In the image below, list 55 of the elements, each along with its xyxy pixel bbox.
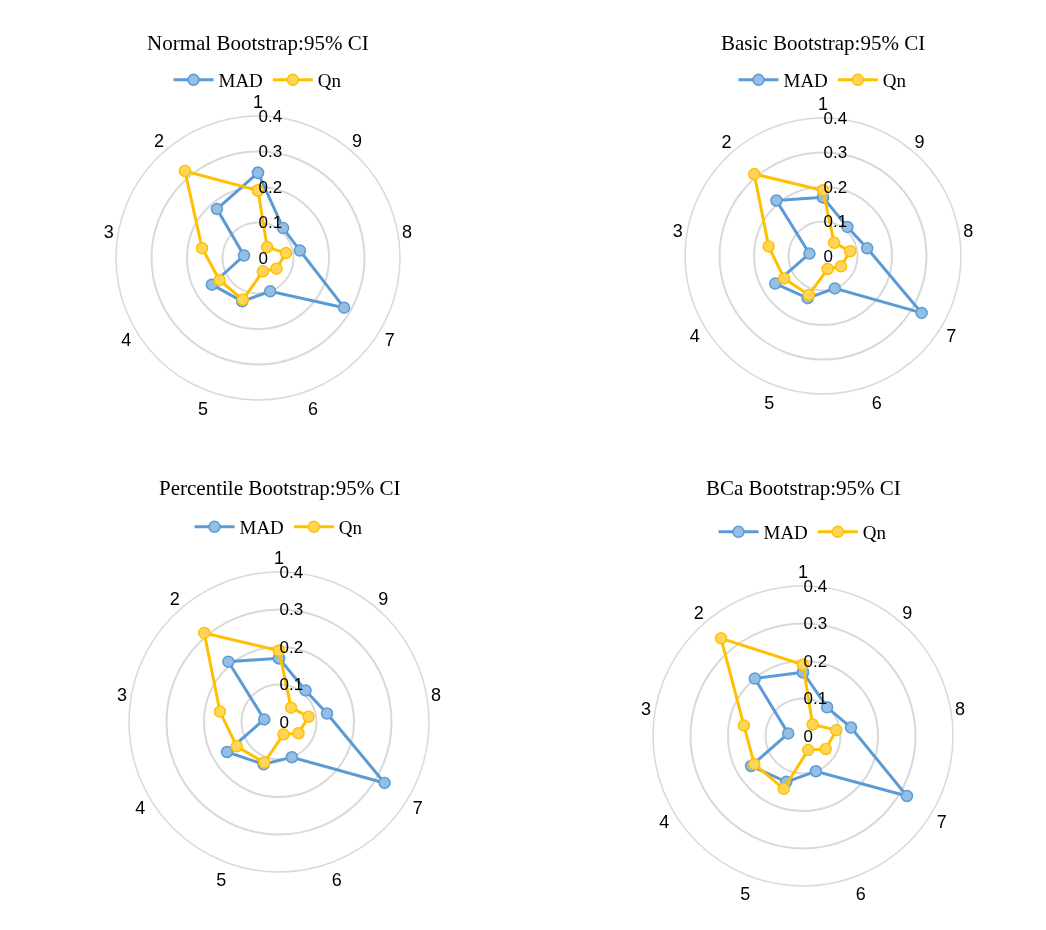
spoke-label: 4 <box>135 797 146 818</box>
chart-title: BCa Bootstrap:95% CI <box>706 476 901 500</box>
spoke-label: 6 <box>855 884 866 905</box>
legend-label: Qn <box>862 522 887 544</box>
spoke-label: 8 <box>431 684 442 705</box>
spoke-label: 9 <box>914 132 925 153</box>
y-tick-label: 0.3 <box>279 600 304 620</box>
y-tick-label: 0 <box>823 246 833 266</box>
legend-label: Qn <box>882 70 907 92</box>
spoke-label: 7 <box>384 329 395 350</box>
legend-label: MAD <box>239 517 284 539</box>
y-tick-label: 0 <box>803 726 813 746</box>
spoke-label: 8 <box>963 220 974 241</box>
y-tick-label: 0.3 <box>803 614 828 634</box>
legend-label: MAD <box>218 70 263 92</box>
spoke-label: 6 <box>871 392 882 413</box>
spoke-label: 3 <box>640 698 651 719</box>
legend-label: Qn <box>338 517 363 539</box>
y-tick-label: 0.3 <box>258 142 283 162</box>
spoke-label: 3 <box>103 222 114 243</box>
spoke-label: 7 <box>936 811 947 832</box>
y-tick-label: 0 <box>279 712 289 732</box>
spoke-label: 2 <box>153 131 164 152</box>
spoke-label: 2 <box>169 589 180 610</box>
spoke-label: 5 <box>197 398 208 419</box>
spoke-label: 8 <box>955 698 966 719</box>
y-tick-label: 0.2 <box>823 177 848 197</box>
spoke-label: 9 <box>378 589 389 610</box>
spoke-label: 5 <box>740 884 751 905</box>
y-tick-label: 0.3 <box>823 143 848 163</box>
spoke-label: 3 <box>116 684 127 705</box>
y-tick-label: 0.2 <box>279 637 304 657</box>
y-tick-label: 0.2 <box>803 651 828 671</box>
spoke-label: 2 <box>721 132 732 153</box>
spoke-label: 2 <box>693 603 704 624</box>
spoke-label: 6 <box>331 870 342 891</box>
spoke-label: 3 <box>672 220 683 241</box>
spoke-label: 4 <box>121 329 132 350</box>
spoke-label: 5 <box>216 870 227 891</box>
chart-title: Normal Bootstrap:95% CI <box>147 31 369 55</box>
chart-title: Basic Bootstrap:95% CI <box>721 31 926 55</box>
legend-label: Qn <box>317 70 342 92</box>
spoke-label: 7 <box>412 797 423 818</box>
spoke-label: 4 <box>689 325 700 346</box>
spoke-label: 9 <box>352 131 363 152</box>
spoke-label: 6 <box>308 398 319 419</box>
legend-label: MAD <box>783 70 828 92</box>
spoke-label: 8 <box>402 222 413 243</box>
spoke-label: 4 <box>659 811 670 832</box>
spoke-label: 9 <box>902 603 913 624</box>
spoke-label: 5 <box>764 392 775 413</box>
y-tick-label: 0 <box>258 248 268 268</box>
spoke-label: 7 <box>946 325 957 346</box>
legend-label: MAD <box>763 522 808 544</box>
chart-title: Percentile Bootstrap:95% CI <box>159 476 401 500</box>
